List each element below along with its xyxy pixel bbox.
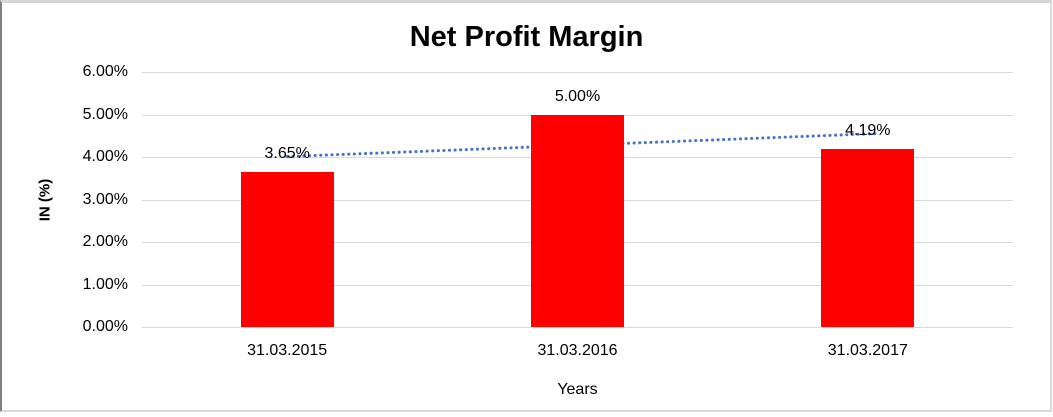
bar-31.03.2016	[531, 114, 624, 327]
bar-31.03.2017	[821, 148, 915, 327]
y-tick-label: 2.00%	[82, 233, 128, 250]
y-tick-label: 5.00%	[82, 105, 128, 123]
y-tick-label: 0.00%	[82, 318, 128, 335]
gridline-6.00%	[142, 72, 1013, 73]
y-tick-label: 4.00%	[82, 148, 128, 165]
bar-31.03.2015	[240, 171, 334, 327]
x-tick-label: 31.03.2017	[827, 342, 908, 359]
chart-title: Net Profit Margin	[409, 21, 644, 53]
y-tick-label: 1.00%	[82, 275, 128, 293]
x-tick-label: 31.03.2015	[247, 342, 328, 359]
data-label: 5.00%	[554, 87, 601, 105]
data-label: 4.19%	[845, 121, 891, 139]
y-tick-label: 6.00%	[82, 63, 128, 80]
y-tick-label: 3.00%	[82, 190, 128, 208]
x-tick-label: 31.03.2016	[537, 342, 618, 359]
data-label: 3.65%	[264, 144, 310, 162]
x-axis-title: Years	[557, 381, 598, 398]
gridline-0.00%	[142, 327, 1013, 328]
